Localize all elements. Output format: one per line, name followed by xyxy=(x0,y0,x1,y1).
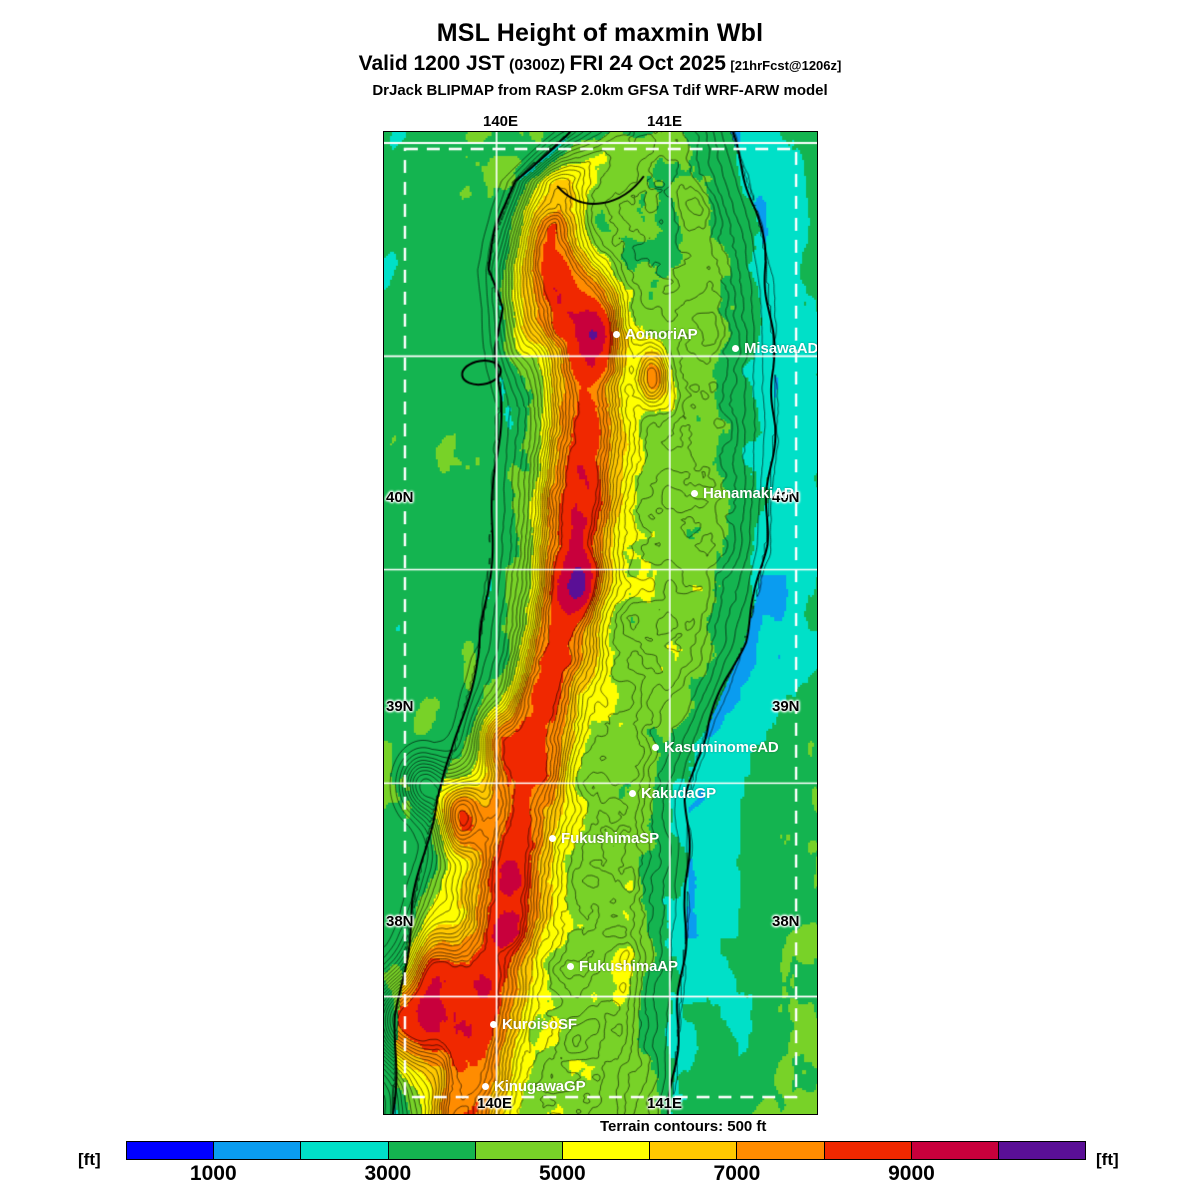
station-label: KinugawaGP xyxy=(494,1078,586,1095)
colorbar-tick-9000: 9000 xyxy=(888,1162,935,1185)
station-label: FukushimaSP xyxy=(561,830,660,847)
station-label: HanamakiAP xyxy=(703,485,794,502)
station-dot-icon xyxy=(567,963,574,970)
valid-date: FRI 24 Oct 2025 xyxy=(569,52,726,75)
lat-label-left-38N: 38N xyxy=(386,913,414,930)
colorbar-segment-10 xyxy=(997,1142,1086,1159)
station-dot-icon xyxy=(549,835,556,842)
model-source-line: DrJack BLIPMAP from RASP 2.0km GFSA Tdif… xyxy=(372,82,828,99)
station-dot-icon xyxy=(613,331,620,338)
lat-label-left-39N: 39N xyxy=(386,698,414,715)
station-misawa-ad[interactable]: MisawaAD xyxy=(732,340,818,357)
lon-label-top-140E: 140E xyxy=(483,113,519,130)
terrain-contour-note: Terrain contours: 500 ft xyxy=(600,1118,767,1135)
station-dot-icon xyxy=(732,345,739,352)
lon-label-bottom-141E: 141E xyxy=(647,1095,683,1112)
station-kakuda-gp[interactable]: KakudaGP xyxy=(629,785,716,802)
lon-label-bottom-140E: 140E xyxy=(477,1095,513,1112)
colorbar-scale[interactable] xyxy=(126,1141,1086,1160)
colorbar-segment-5 xyxy=(561,1142,650,1159)
title-block: MSL Height of maxmin Wbl Valid 1200 JST … xyxy=(0,18,1200,101)
colorbar-tick-7000: 7000 xyxy=(713,1162,761,1185)
colorbar-tick-3000: 3000 xyxy=(364,1162,412,1185)
forecast-tag: [21hrFcst@1206z] xyxy=(730,58,842,73)
station-fukushima-ap[interactable]: FukushimaAP xyxy=(567,958,678,975)
colorbar-segment-7 xyxy=(736,1142,824,1159)
colorbar-segment-9 xyxy=(910,1142,998,1159)
lat-label-right-39N: 39N xyxy=(772,698,800,715)
lat-label-left-40N: 40N xyxy=(386,489,414,506)
station-dot-icon xyxy=(691,490,698,497)
valid-time-prefix: Valid 1200 JST xyxy=(358,52,505,75)
colorbar-segment-8 xyxy=(823,1142,911,1159)
station-hanamaki-ap[interactable]: HanamakiAP xyxy=(691,485,794,502)
station-dot-icon xyxy=(482,1083,489,1090)
station-kinugawa-gp[interactable]: KinugawaGP xyxy=(482,1078,586,1095)
heatmap-canvas xyxy=(384,132,817,1114)
station-label: AomoriAP xyxy=(625,326,698,343)
station-fukushima-sp[interactable]: FukushimaSP xyxy=(549,830,659,847)
colorbar-tick-1000: 1000 xyxy=(189,1162,237,1185)
station-label: KasuminomeAD xyxy=(664,739,779,756)
station-kasuminome-ad[interactable]: KasuminomeAD xyxy=(652,739,779,756)
colorbar-area: [ft] [ft] 1000 3000 5000 7000 9000 xyxy=(0,1138,1200,1198)
page-title: MSL Height of maxmin Wbl xyxy=(436,19,764,47)
colorbar-tick-5000: 5000 xyxy=(539,1162,586,1185)
colorbar-unit-right: [ft] xyxy=(1096,1150,1119,1169)
lat-label-right-40N: 40N xyxy=(772,489,800,506)
colorbar-segment-3 xyxy=(387,1142,475,1159)
colorbar-segment-4 xyxy=(474,1142,562,1159)
colorbar-unit-left: [ft] xyxy=(78,1150,101,1169)
station-dot-icon xyxy=(490,1021,497,1028)
station-aomori-ap[interactable]: AomoriAP xyxy=(613,326,698,343)
station-kuroiso-sf[interactable]: KuroisoSF xyxy=(490,1016,577,1033)
station-label: FukushimaAP xyxy=(579,958,678,975)
station-label: KuroisoSF xyxy=(502,1016,577,1033)
valid-time-utc: (0300Z) xyxy=(509,57,566,74)
station-dot-icon xyxy=(652,744,659,751)
valid-time-line: Valid 1200 JST (0300Z) FRI 24 Oct 2025 [… xyxy=(0,51,1200,79)
station-label: MisawaAD xyxy=(744,340,818,357)
colorbar-tick-labels: 1000 3000 5000 7000 9000 xyxy=(126,1162,1086,1188)
station-label: KakudaGP xyxy=(641,785,717,802)
colorbar-segment-2 xyxy=(300,1142,388,1159)
lat-label-right-38N: 38N xyxy=(772,913,800,930)
colorbar-segment-1 xyxy=(213,1142,301,1159)
station-dot-icon xyxy=(629,790,636,797)
lon-label-top-141E: 141E xyxy=(647,113,683,130)
map-plot-area[interactable]: 40N 39N 38N 37N 40N 39N 38N 37N 140E 141… xyxy=(383,131,818,1115)
colorbar-segment-0 xyxy=(127,1142,214,1159)
colorbar-segment-6 xyxy=(649,1142,737,1159)
